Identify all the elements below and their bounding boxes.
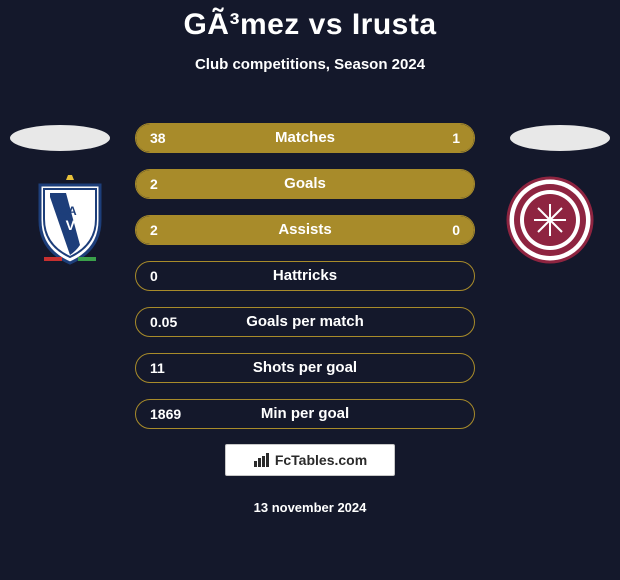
team1-crest-icon: CA VS xyxy=(20,175,120,265)
stat-label: Shots per goal xyxy=(136,354,474,382)
stat-row: 11Shots per goal xyxy=(135,353,475,383)
stat-label: Assists xyxy=(136,216,474,244)
stat-row: 0.05Goals per match xyxy=(135,307,475,337)
stat-row: 381Matches xyxy=(135,123,475,153)
comparison-bars: 381Matches 2Goals 20Assists 0Hattricks 0.05G… xyxy=(135,123,475,445)
team1-shadow xyxy=(10,125,110,151)
svg-text:CA: CA xyxy=(59,204,77,218)
stat-row: 1869Min per goal xyxy=(135,399,475,429)
stat-label: Min per goal xyxy=(136,400,474,428)
footer-date: 13 november 2024 xyxy=(0,500,620,515)
stat-row: 20Assists xyxy=(135,215,475,245)
team1-badge: CA VS xyxy=(20,175,120,265)
page-title: GÃ³mez vs Irusta xyxy=(0,0,620,42)
footer-brand-box: FcTables.com xyxy=(225,444,395,476)
stat-row: 2Goals xyxy=(135,169,475,199)
stat-label: Matches xyxy=(136,124,474,152)
stat-label: Hattricks xyxy=(136,262,474,290)
team2-crest-icon xyxy=(500,175,600,265)
stat-label: Goals xyxy=(136,170,474,198)
footer-brand-text: FcTables.com xyxy=(275,452,367,468)
team2-badge xyxy=(500,175,600,265)
chart-icon xyxy=(253,452,271,468)
stat-label: Goals per match xyxy=(136,308,474,336)
team2-shadow xyxy=(510,125,610,151)
svg-text:VS: VS xyxy=(66,217,85,233)
stat-row: 0Hattricks xyxy=(135,261,475,291)
page-subtitle: Club competitions, Season 2024 xyxy=(0,56,620,73)
